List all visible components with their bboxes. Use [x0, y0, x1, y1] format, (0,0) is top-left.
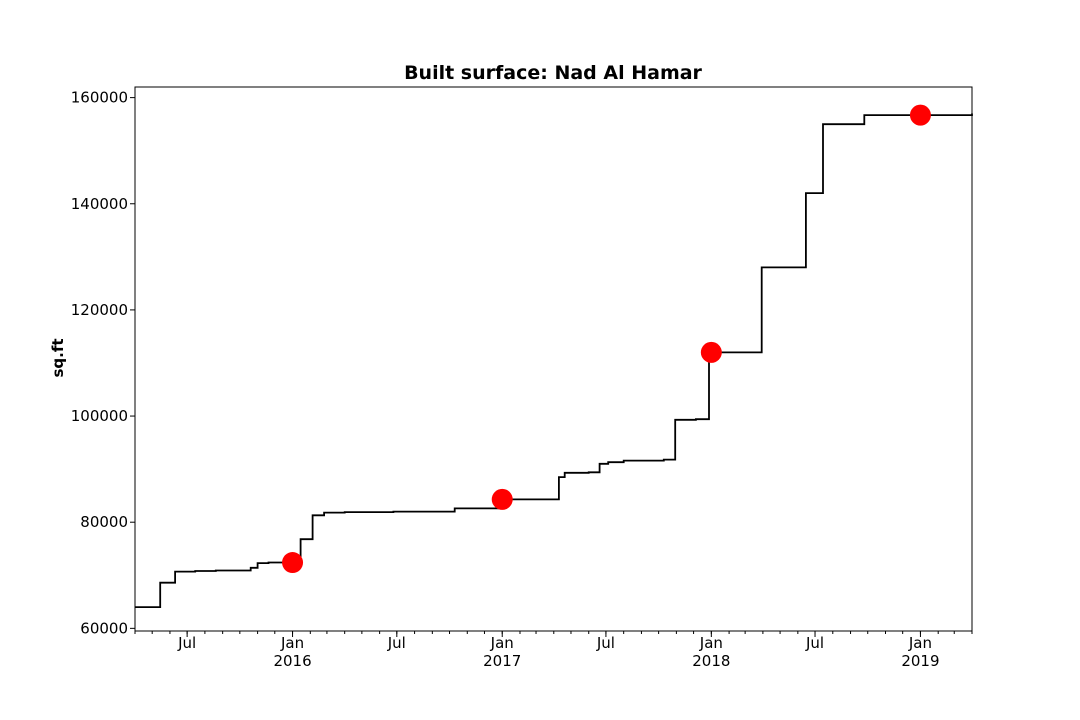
red-marker-point: [491, 488, 513, 510]
x-tick-label: Jan: [699, 634, 723, 652]
x-tick-label: Jan: [280, 634, 304, 652]
x-tick-year-label: 2017: [483, 652, 521, 670]
red-marker-point: [282, 552, 304, 574]
y-tick-label: 120000: [71, 301, 128, 319]
red-marker-point: [700, 341, 722, 363]
x-tick-year-label: 2018: [692, 652, 730, 670]
y-tick-label: 80000: [80, 513, 128, 531]
x-tick-label: Jul: [387, 634, 406, 652]
y-tick-label: 140000: [71, 195, 128, 213]
x-tick-label: Jul: [177, 634, 196, 652]
y-tick-label: 160000: [71, 89, 128, 107]
red-marker-point: [909, 104, 931, 126]
x-tick-label: Jul: [596, 634, 615, 652]
built-surface-step-line: [135, 113, 973, 608]
x-tick-year-label: 2016: [273, 652, 311, 670]
x-tick-label: Jul: [805, 634, 824, 652]
chart-title: Built surface: Nad Al Hamar: [404, 62, 702, 84]
x-tick-year-label: 2019: [901, 652, 939, 670]
y-tick-label: 60000: [80, 619, 128, 637]
x-tick-label: Jan: [490, 634, 514, 652]
y-tick-label: 100000: [71, 407, 128, 425]
y-axis-label: sq.ft: [49, 338, 67, 377]
x-tick-label: Jan: [908, 634, 932, 652]
plot-frame: [134, 86, 973, 632]
